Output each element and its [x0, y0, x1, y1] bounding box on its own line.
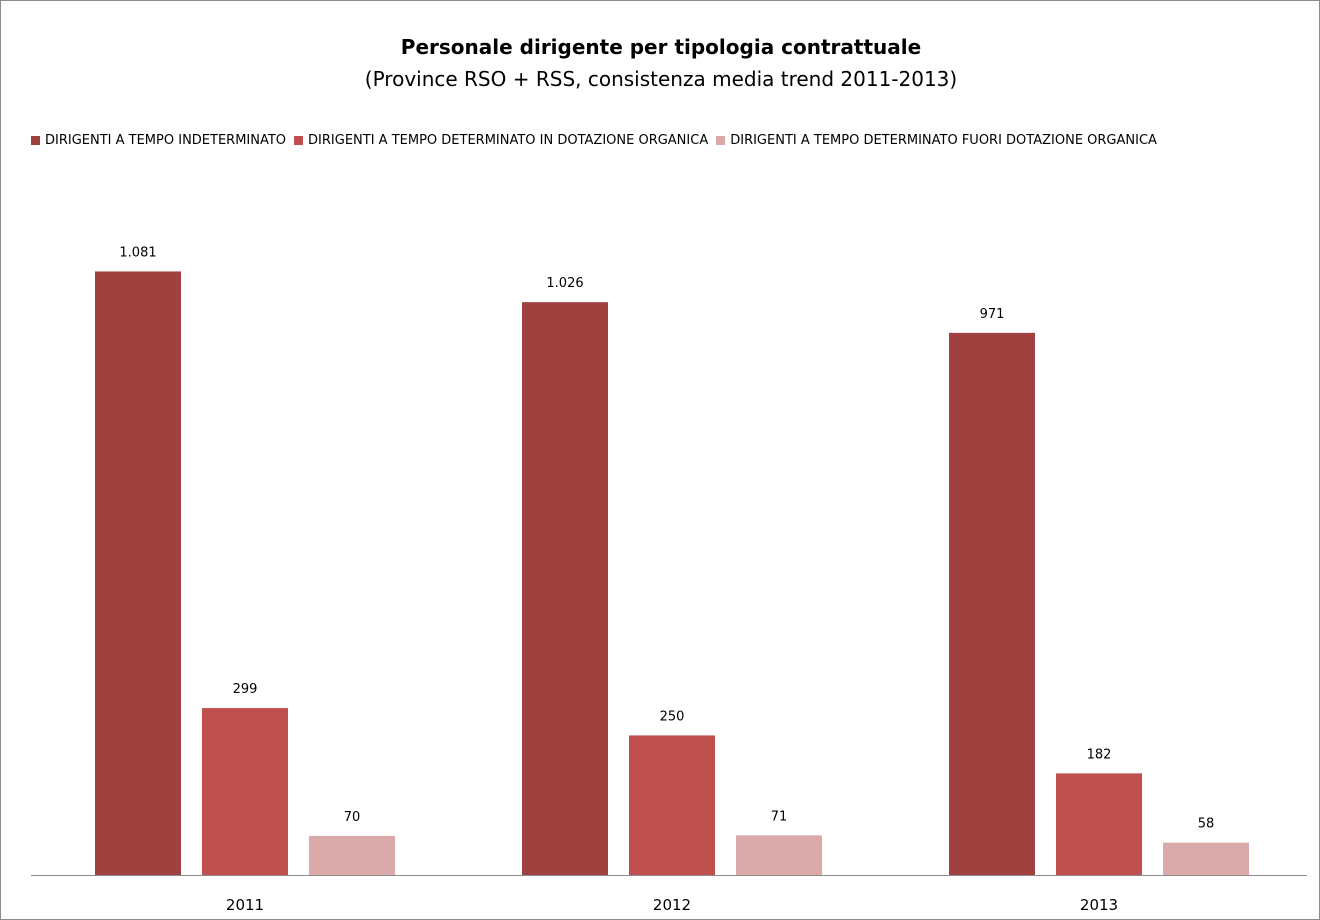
category-label-2013: 2013	[1080, 896, 1118, 914]
legend: DIRIGENTI A TEMPO INDETERMINATO DIRIGENT…	[31, 133, 1319, 148]
data-label-2012-series-0: 1.026	[546, 276, 583, 291]
bar-2013-series-0	[949, 332, 1035, 875]
legend-swatch-indeterminato	[31, 136, 40, 145]
bar-2012-series-2	[736, 835, 822, 875]
legend-item-indeterminato: DIRIGENTI A TEMPO INDETERMINATO	[31, 133, 286, 148]
data-label-2011-series-0: 1.081	[119, 245, 156, 260]
legend-label-determinato-in-dotazione: DIRIGENTI A TEMPO DETERMINATO IN DOTAZIO…	[308, 133, 709, 148]
bar-2013-series-1	[1056, 773, 1142, 875]
data-label-2011-series-2: 70	[344, 810, 361, 825]
data-label-2012-series-1: 250	[660, 709, 685, 724]
data-label-2013-series-0: 971	[980, 307, 1005, 322]
legend-label-determinato-fuori-dotazione: DIRIGENTI A TEMPO DETERMINATO FUORI DOTA…	[730, 133, 1157, 148]
legend-label-indeterminato: DIRIGENTI A TEMPO INDETERMINATO	[45, 133, 287, 148]
legend-swatch-determinato-fuori-dotazione	[716, 136, 726, 145]
category-label-2011: 2011	[226, 896, 264, 914]
bar-2013-series-2	[1163, 842, 1249, 875]
chart-title: Personale dirigente per tipologia contra…	[400, 35, 922, 59]
bar-2011-series-1	[202, 708, 288, 875]
data-label-2011-series-1: 299	[233, 682, 258, 697]
bar-2011-series-0	[95, 271, 181, 876]
chart-subtitle: (Province RSO + RSS, consistenza media t…	[364, 67, 958, 91]
data-label-2013-series-2: 58	[1198, 817, 1215, 832]
legend-item-determinato-fuori-dotazione: DIRIGENTI A TEMPO DETERMINATO FUORI DOTA…	[716, 133, 1157, 148]
data-label-2013-series-1: 182	[1087, 747, 1112, 762]
legend-swatch-determinato-in-dotazione	[294, 136, 304, 145]
legend-item-determinato-in-dotazione: DIRIGENTI A TEMPO DETERMINATO IN DOTAZIO…	[294, 133, 708, 148]
category-label-2012: 2012	[653, 896, 691, 914]
bar-2012-series-1	[629, 735, 715, 875]
bar-2012-series-0	[522, 302, 608, 875]
bar-2011-series-2	[309, 835, 395, 875]
data-label-2012-series-2: 71	[771, 809, 788, 824]
